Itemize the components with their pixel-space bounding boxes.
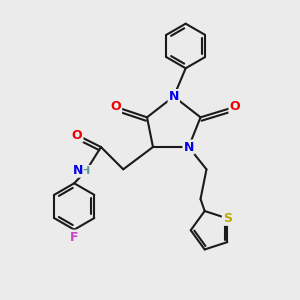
Text: O: O [110,100,121,113]
Text: N: N [184,140,194,154]
Text: H: H [82,166,91,176]
Text: F: F [70,231,79,244]
Text: O: O [230,100,240,113]
Text: S: S [223,212,232,225]
Text: N: N [73,164,83,177]
Text: N: N [169,90,179,103]
Text: O: O [72,129,83,142]
